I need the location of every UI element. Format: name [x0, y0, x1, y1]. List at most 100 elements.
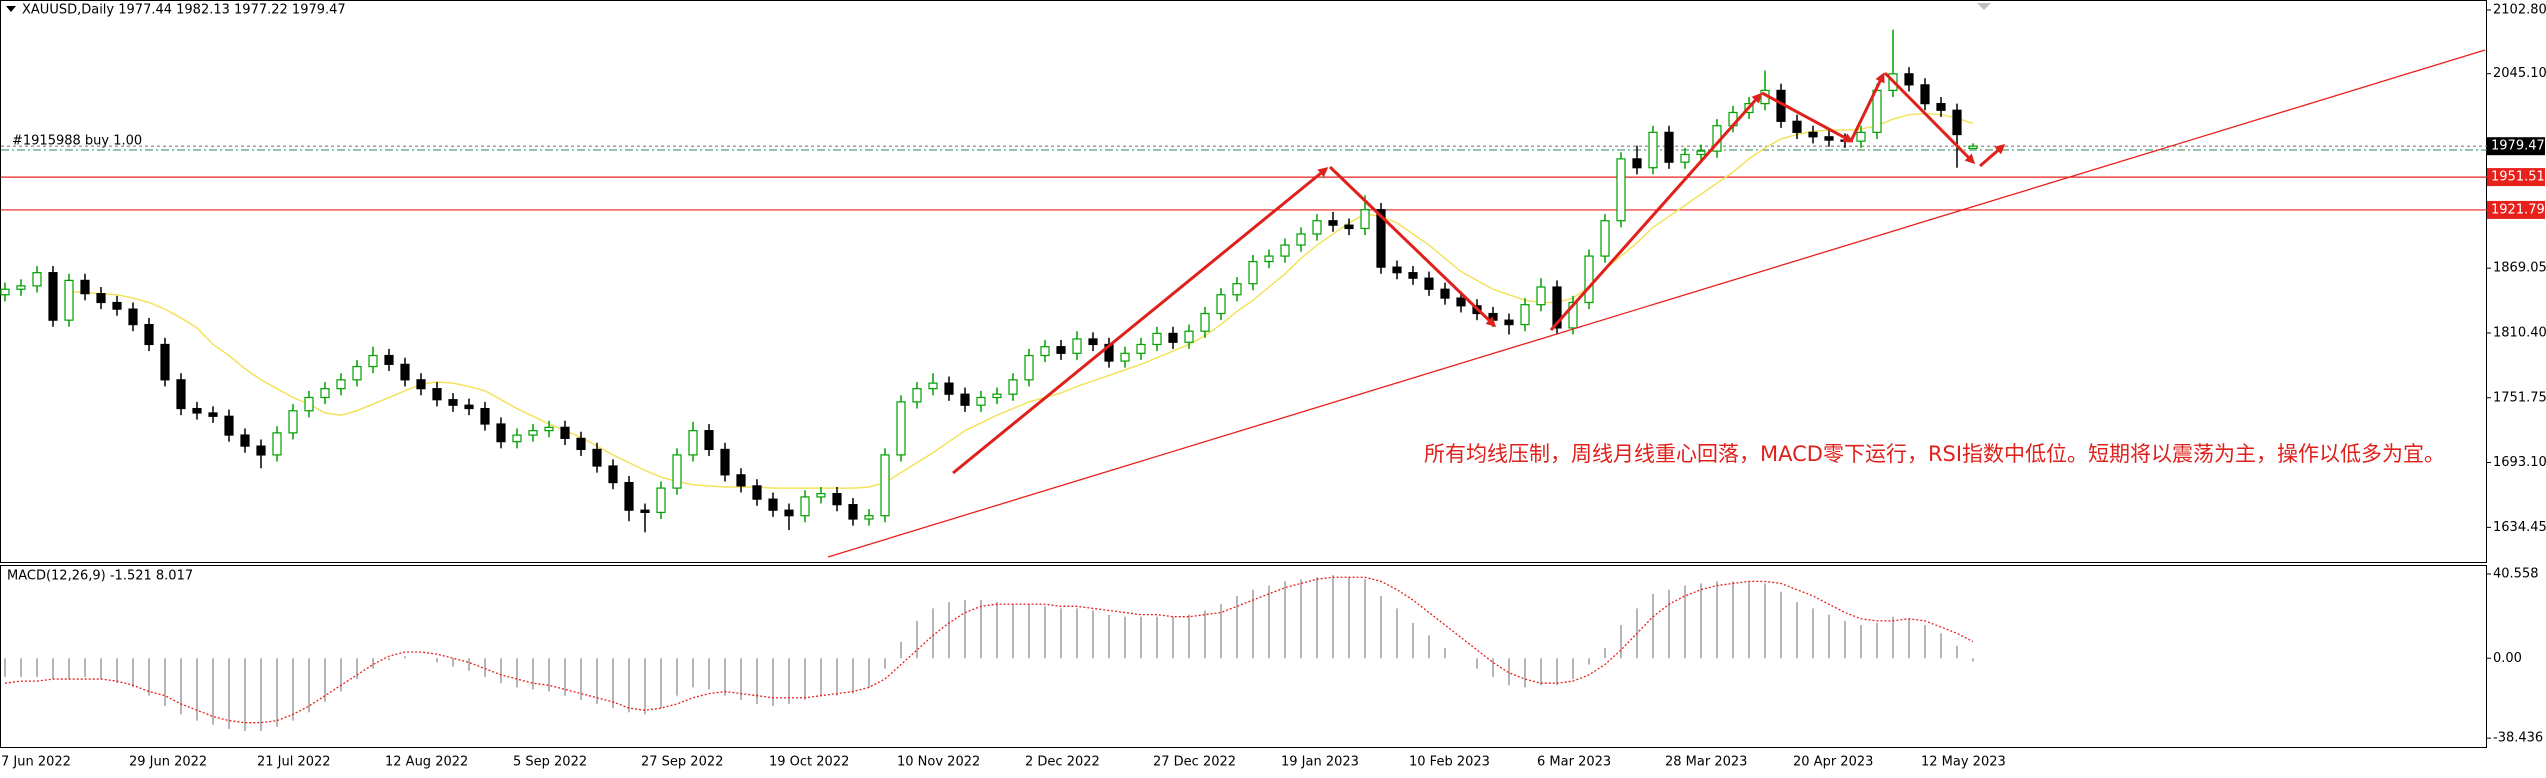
y-tick-label: 1869.05	[2493, 261, 2546, 276]
drawings	[827, 49, 2486, 558]
candle-body	[528, 430, 538, 436]
candle-body	[1200, 312, 1210, 332]
candle-body	[864, 515, 874, 520]
x-tick-label: 27 Dec 2022	[1153, 755, 1236, 770]
candle-body	[432, 388, 442, 401]
arrow	[1883, 71, 1976, 165]
candle-body	[656, 487, 666, 513]
candle-body	[1344, 224, 1354, 230]
x-tick-label: 29 Jun 2022	[129, 755, 207, 770]
x-tick-label: 19 Jan 2023	[1281, 755, 1359, 770]
candle-body	[1184, 330, 1194, 343]
price-label-box	[2487, 137, 2545, 156]
candle-body	[1120, 352, 1130, 362]
candle-body	[736, 474, 746, 487]
candle-body	[240, 434, 250, 447]
candle-body	[1136, 343, 1146, 354]
candle-body	[272, 432, 282, 456]
candle-body	[1616, 158, 1626, 222]
candle-body	[1568, 301, 1578, 329]
candle-body	[1632, 158, 1642, 169]
candle-body	[16, 285, 26, 290]
price-label: 1979.47	[2491, 139, 2545, 154]
candle-body	[880, 454, 890, 517]
candle-body	[1296, 233, 1306, 246]
x-tick-label: 10 Feb 2023	[1409, 755, 1490, 770]
x-tick-label: 10 Nov 2022	[897, 755, 980, 770]
candle-body	[416, 379, 426, 390]
price-label-box	[2487, 200, 2545, 219]
arrow	[1849, 72, 1885, 142]
x-tick-label: 28 Mar 2023	[1665, 755, 1747, 770]
candle-body	[496, 423, 506, 443]
candle-body	[64, 279, 74, 321]
candle-body	[1040, 346, 1050, 357]
candle-body	[352, 365, 362, 381]
candle-body	[1536, 286, 1546, 306]
candle-body	[1600, 220, 1610, 257]
y-tick-label: 2045.10	[2493, 66, 2546, 81]
candle-body	[1312, 220, 1322, 235]
y-tick-label: 1634.45	[2493, 520, 2546, 535]
candle-body	[704, 430, 714, 451]
x-tick-label: 21 Jul 2022	[257, 755, 331, 770]
candle-body	[1920, 84, 1930, 105]
candle-body	[256, 445, 266, 456]
title-icon	[6, 6, 16, 12]
candle-body	[320, 388, 330, 399]
candle-body	[992, 393, 1002, 399]
candle-body	[592, 448, 602, 467]
candle-body	[912, 388, 922, 403]
y-tick-label: 2102.80	[2493, 2, 2546, 17]
candle-body	[464, 404, 474, 410]
candle-body	[112, 301, 122, 310]
candle-body	[1408, 272, 1418, 279]
candle-body	[1424, 277, 1434, 290]
candle-body	[1952, 109, 1962, 136]
candle-body	[1792, 120, 1802, 133]
candle-body	[160, 343, 170, 381]
candle-body	[1072, 338, 1082, 354]
candle-body	[1584, 255, 1594, 304]
candle-body	[1440, 288, 1450, 299]
arrow	[1549, 92, 1762, 331]
x-tick-label: 27 Sep 2022	[641, 755, 723, 770]
candle-body	[560, 426, 570, 439]
candle-body	[336, 379, 346, 390]
candle-body	[976, 396, 986, 406]
candle-body	[1280, 244, 1290, 257]
candle-body	[544, 426, 554, 432]
candle-body	[176, 379, 186, 410]
candle-body	[960, 393, 970, 406]
moving-average	[68, 112, 1974, 489]
y-tick-label: 0.00	[2493, 651, 2522, 666]
candle-body	[448, 399, 458, 406]
shift-marker	[1977, 3, 1991, 10]
x-tick-label: 6 Mar 2023	[1537, 755, 1611, 770]
annotation: 所有均线压制，周线月线重心回落，MACD零下运行，RSI指数中低位。短期将以震荡…	[1424, 442, 2445, 466]
candle-body	[1376, 209, 1386, 268]
candle-body	[512, 434, 522, 443]
price-label-box	[2487, 168, 2545, 187]
candle-body	[1808, 131, 1818, 138]
macd-layer: 40.558 0.00 -38.436	[4, 566, 2543, 746]
candle-body	[48, 272, 58, 321]
candle-body	[768, 498, 778, 511]
price-label: 1921.79	[2491, 202, 2545, 217]
candle-body	[1856, 131, 1866, 142]
candle-body	[1232, 283, 1242, 296]
candle-body	[0, 288, 10, 296]
y-tick-label: 1810.40	[2493, 325, 2546, 340]
y-tick-label: -38.436	[2493, 731, 2543, 746]
candle-body	[784, 509, 794, 517]
candle-body	[1024, 354, 1034, 381]
arrow	[952, 167, 1329, 475]
candle-body	[480, 407, 490, 425]
x-tick-label: 19 Oct 2022	[769, 755, 849, 770]
candle-body	[672, 454, 682, 489]
chart-title: XAUUSD,Daily 1977.44 1982.13 1977.22 197…	[22, 3, 346, 18]
candle-body	[400, 363, 410, 381]
candle-body	[128, 308, 138, 326]
